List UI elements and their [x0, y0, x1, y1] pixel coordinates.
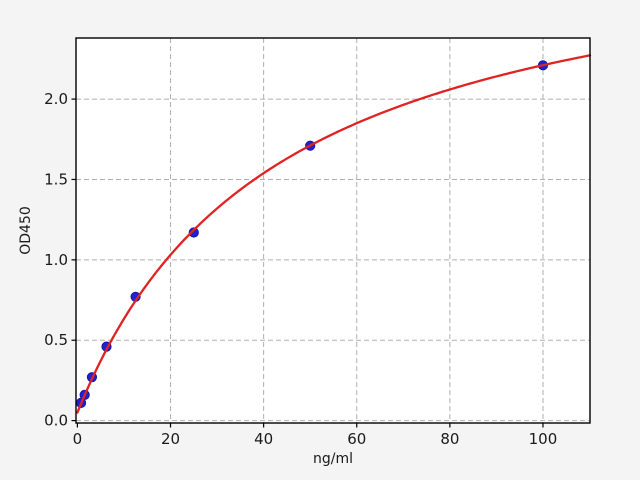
y-tick-label: 1.5 [44, 170, 68, 188]
y-tick-label: 0.5 [44, 331, 68, 349]
plot-border [75, 37, 591, 424]
axes-layer: 0 20 40 60 80 100 0.0 0.5 1.0 1.5 2.0 [44, 37, 591, 448]
data-point-marker [188, 227, 199, 238]
x-tick-label: 20 [161, 430, 180, 448]
plot-background [76, 38, 590, 423]
x-axis-label: ng/ml [313, 451, 353, 467]
data-layer [75, 54, 592, 414]
fit-curve-line [76, 54, 592, 414]
x-tick-label: 40 [254, 430, 273, 448]
y-tick-label: 2.0 [44, 90, 68, 108]
x-tick-label: 0 [73, 430, 83, 448]
y-tick-label: 0.0 [44, 412, 68, 430]
x-tick-label: 60 [347, 430, 366, 448]
x-tick-label: 80 [440, 430, 459, 448]
grid-layer [76, 38, 590, 423]
y-tick-label: 1.0 [44, 251, 68, 269]
x-tick-label: 100 [529, 430, 558, 448]
y-axis-label: OD450 [18, 206, 34, 255]
